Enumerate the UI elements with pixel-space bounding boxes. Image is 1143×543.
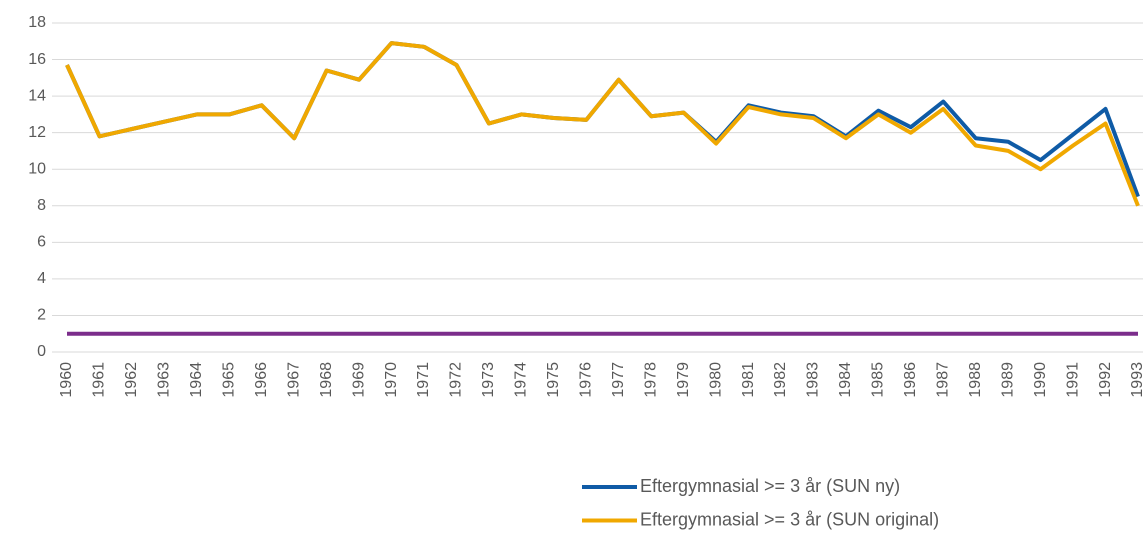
x-tick-label: 1984 — [837, 362, 854, 398]
x-tick-label: 1971 — [415, 362, 432, 398]
x-tick-label: 1980 — [707, 362, 724, 398]
x-tick-label: 1967 — [285, 362, 302, 398]
x-tick-label: 1960 — [58, 362, 75, 398]
x-tick-label: 1992 — [1097, 362, 1114, 398]
x-tick-label: 1977 — [610, 362, 627, 398]
y-tick-label: 18 — [28, 14, 46, 31]
series-line — [65, 41, 1140, 207]
x-tick-label: 1965 — [220, 362, 237, 398]
y-tick-label: 4 — [37, 270, 46, 287]
x-tick-label: 1985 — [870, 362, 887, 398]
x-tick-label: 1976 — [577, 362, 594, 398]
x-tick-label: 1969 — [350, 362, 367, 398]
x-tick-label: 1978 — [642, 362, 659, 398]
legend-label: Eftergymnasial >= 3 år (SUN ny) — [640, 476, 900, 496]
x-tick-label: 1987 — [934, 362, 951, 398]
y-tick-label: 16 — [28, 51, 46, 68]
x-tick-label: 1968 — [318, 362, 335, 398]
y-tick-label: 2 — [37, 307, 46, 324]
x-tick-label: 1982 — [772, 362, 789, 398]
y-tick-label: 8 — [37, 197, 46, 214]
x-tick-label: 1993 — [1129, 362, 1143, 398]
x-tick-label: 1991 — [1064, 362, 1081, 398]
x-tick-label: 1970 — [383, 362, 400, 398]
y-tick-label: 10 — [28, 160, 46, 177]
x-tick-label: 1983 — [805, 362, 822, 398]
x-tick-label: 1990 — [1032, 362, 1049, 398]
y-tick-label: 0 — [37, 343, 46, 360]
x-tick-label: 1986 — [902, 362, 919, 398]
x-tick-label: 1964 — [188, 362, 205, 398]
x-tick-label: 1962 — [123, 362, 140, 398]
x-tick-label: 1989 — [999, 362, 1016, 398]
x-tick-label: 1972 — [448, 362, 465, 398]
x-tick-label: 1988 — [967, 362, 984, 398]
x-tick-label: 1974 — [513, 362, 530, 398]
x-tick-label: 1979 — [675, 362, 692, 398]
series-line — [65, 41, 1140, 198]
y-tick-label: 14 — [28, 87, 46, 104]
x-tick-label: 1973 — [480, 362, 497, 398]
x-tick-label: 1963 — [156, 362, 173, 398]
legend-label: Eftergymnasial >= 3 år (SUN original) — [640, 509, 939, 529]
x-tick-label: 1961 — [91, 362, 108, 398]
x-tick-label: 1975 — [545, 362, 562, 398]
x-tick-label: 1966 — [253, 362, 270, 398]
x-tick-label: 1981 — [740, 362, 757, 398]
y-tick-label: 6 — [37, 234, 46, 251]
y-tick-label: 12 — [28, 124, 46, 141]
